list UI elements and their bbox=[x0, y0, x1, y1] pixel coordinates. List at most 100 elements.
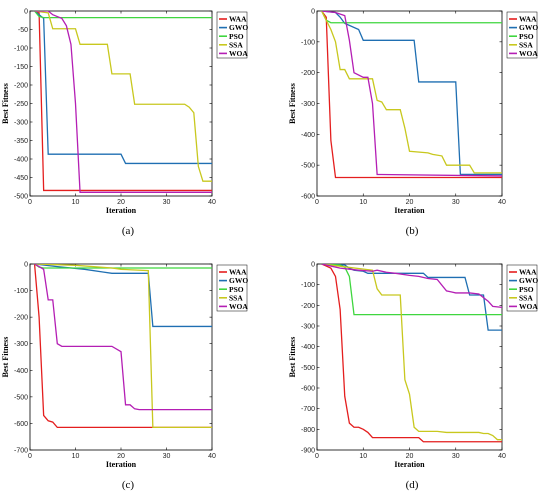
series-group bbox=[321, 11, 502, 179]
series-line-waa bbox=[34, 11, 212, 192]
legend-label-waa: WAA bbox=[229, 15, 247, 24]
panel-caption: (c) bbox=[122, 479, 135, 491]
legend-label-waa: WAA bbox=[519, 268, 537, 277]
x-tick-label: 20 bbox=[406, 199, 414, 206]
x-axis-label: Iteration bbox=[394, 460, 425, 469]
legend-label-ssa: SSA bbox=[229, 40, 243, 49]
x-tick-label: 20 bbox=[406, 453, 414, 460]
legend-label-ssa: SSA bbox=[229, 293, 243, 302]
x-tick-label: 0 bbox=[28, 453, 32, 460]
series-group bbox=[321, 264, 502, 443]
y-tick-label: -100 bbox=[301, 39, 315, 46]
y-tick-label: -200 bbox=[14, 315, 28, 322]
y-axis-label: Best Fitness bbox=[288, 337, 297, 378]
series-group bbox=[33, 264, 212, 429]
y-tick-label: -300 bbox=[14, 341, 28, 348]
plot-area bbox=[316, 263, 503, 451]
x-tick-label: 30 bbox=[163, 453, 171, 460]
y-tick-label: -700 bbox=[14, 448, 28, 455]
legend-label-gwo: GWO bbox=[229, 276, 248, 285]
series-line-woa bbox=[321, 11, 502, 177]
plot-area bbox=[316, 10, 503, 197]
series-line-pso bbox=[34, 11, 212, 19]
y-tick-label: -250 bbox=[14, 101, 28, 108]
x-axis-label: Iteration bbox=[106, 460, 137, 469]
x-tick-label: 10 bbox=[72, 199, 80, 206]
y-tick-label: -500 bbox=[14, 394, 28, 401]
series-line-woa bbox=[34, 264, 212, 411]
y-tick-label: -100 bbox=[14, 46, 28, 53]
legend-label-ssa: SSA bbox=[519, 40, 533, 49]
y-tick-label: -400 bbox=[14, 368, 28, 375]
series-line-waa bbox=[321, 264, 502, 443]
chart-panel-1: 0 -50 -100 -150 -200 -250 -300 -350 -400 -450 -500… bbox=[1, 9, 248, 238]
series-line-gwo bbox=[321, 264, 502, 331]
x-tick-label: 20 bbox=[117, 199, 125, 206]
x-tick-label: 10 bbox=[72, 453, 80, 460]
y-tick-label: -200 bbox=[14, 83, 28, 90]
y-tick-label: 0 bbox=[311, 9, 315, 16]
panel-caption: (d) bbox=[406, 479, 419, 491]
legend-label-pso: PSO bbox=[229, 32, 244, 41]
x-tick-label: 30 bbox=[452, 199, 460, 206]
series-group bbox=[34, 11, 212, 193]
x-tick-label: 40 bbox=[498, 453, 506, 460]
y-tick-label: -400 bbox=[301, 132, 315, 139]
series-line-gwo bbox=[34, 264, 212, 328]
y-tick-label: -600 bbox=[301, 386, 315, 393]
y-tick-label: -200 bbox=[301, 70, 315, 77]
y-tick-label: -100 bbox=[14, 288, 28, 295]
legend-label-gwo: GWO bbox=[229, 23, 248, 32]
y-tick-label: -50 bbox=[18, 27, 28, 34]
y-tick-label: 0 bbox=[24, 9, 28, 16]
x-tick-label: 10 bbox=[359, 199, 367, 206]
y-tick-label: -500 bbox=[301, 365, 315, 372]
y-tick-label: -800 bbox=[301, 427, 315, 434]
y-axis-label: Best Fitness bbox=[1, 83, 10, 124]
y-tick-label: -700 bbox=[301, 406, 315, 413]
panel-caption: (a) bbox=[122, 225, 135, 237]
legend-label-pso: PSO bbox=[519, 285, 534, 294]
y-tick-label: -600 bbox=[301, 194, 315, 201]
x-tick-label: 40 bbox=[208, 199, 216, 206]
legend-label-waa: WAA bbox=[229, 268, 247, 277]
plot-area bbox=[29, 10, 213, 197]
x-tick-label: 0 bbox=[315, 199, 319, 206]
y-tick-label: -300 bbox=[14, 120, 28, 127]
legend-label-pso: PSO bbox=[229, 285, 244, 294]
y-axis-label: Best Fitness bbox=[1, 337, 10, 378]
y-tick-label: -400 bbox=[301, 344, 315, 351]
y-tick-label: -100 bbox=[301, 282, 315, 289]
x-tick-label: 0 bbox=[28, 199, 32, 206]
series-line-waa bbox=[33, 264, 212, 429]
y-tick-label: -150 bbox=[14, 64, 28, 71]
x-tick-label: 10 bbox=[359, 453, 367, 460]
series-line-gwo bbox=[321, 11, 502, 176]
legend-label-pso: PSO bbox=[519, 32, 534, 41]
x-tick-label: 30 bbox=[452, 453, 460, 460]
x-tick-label: 40 bbox=[208, 453, 216, 460]
y-tick-label: -200 bbox=[301, 303, 315, 310]
x-tick-label: 20 bbox=[117, 453, 125, 460]
y-tick-label: -500 bbox=[14, 194, 28, 201]
legend-label-gwo: GWO bbox=[519, 276, 538, 285]
series-line-woa bbox=[321, 264, 502, 309]
y-tick-label: -900 bbox=[301, 448, 315, 455]
series-line-ssa bbox=[34, 264, 212, 429]
series-line-ssa bbox=[34, 11, 212, 182]
y-tick-label: -600 bbox=[14, 421, 28, 428]
panel-caption: (b) bbox=[406, 225, 419, 237]
y-tick-label: 0 bbox=[24, 262, 28, 269]
y-tick-label: -300 bbox=[301, 101, 315, 108]
x-tick-label: 0 bbox=[315, 453, 319, 460]
x-tick-label: 30 bbox=[163, 199, 171, 206]
legend-label-waa: WAA bbox=[519, 15, 537, 24]
